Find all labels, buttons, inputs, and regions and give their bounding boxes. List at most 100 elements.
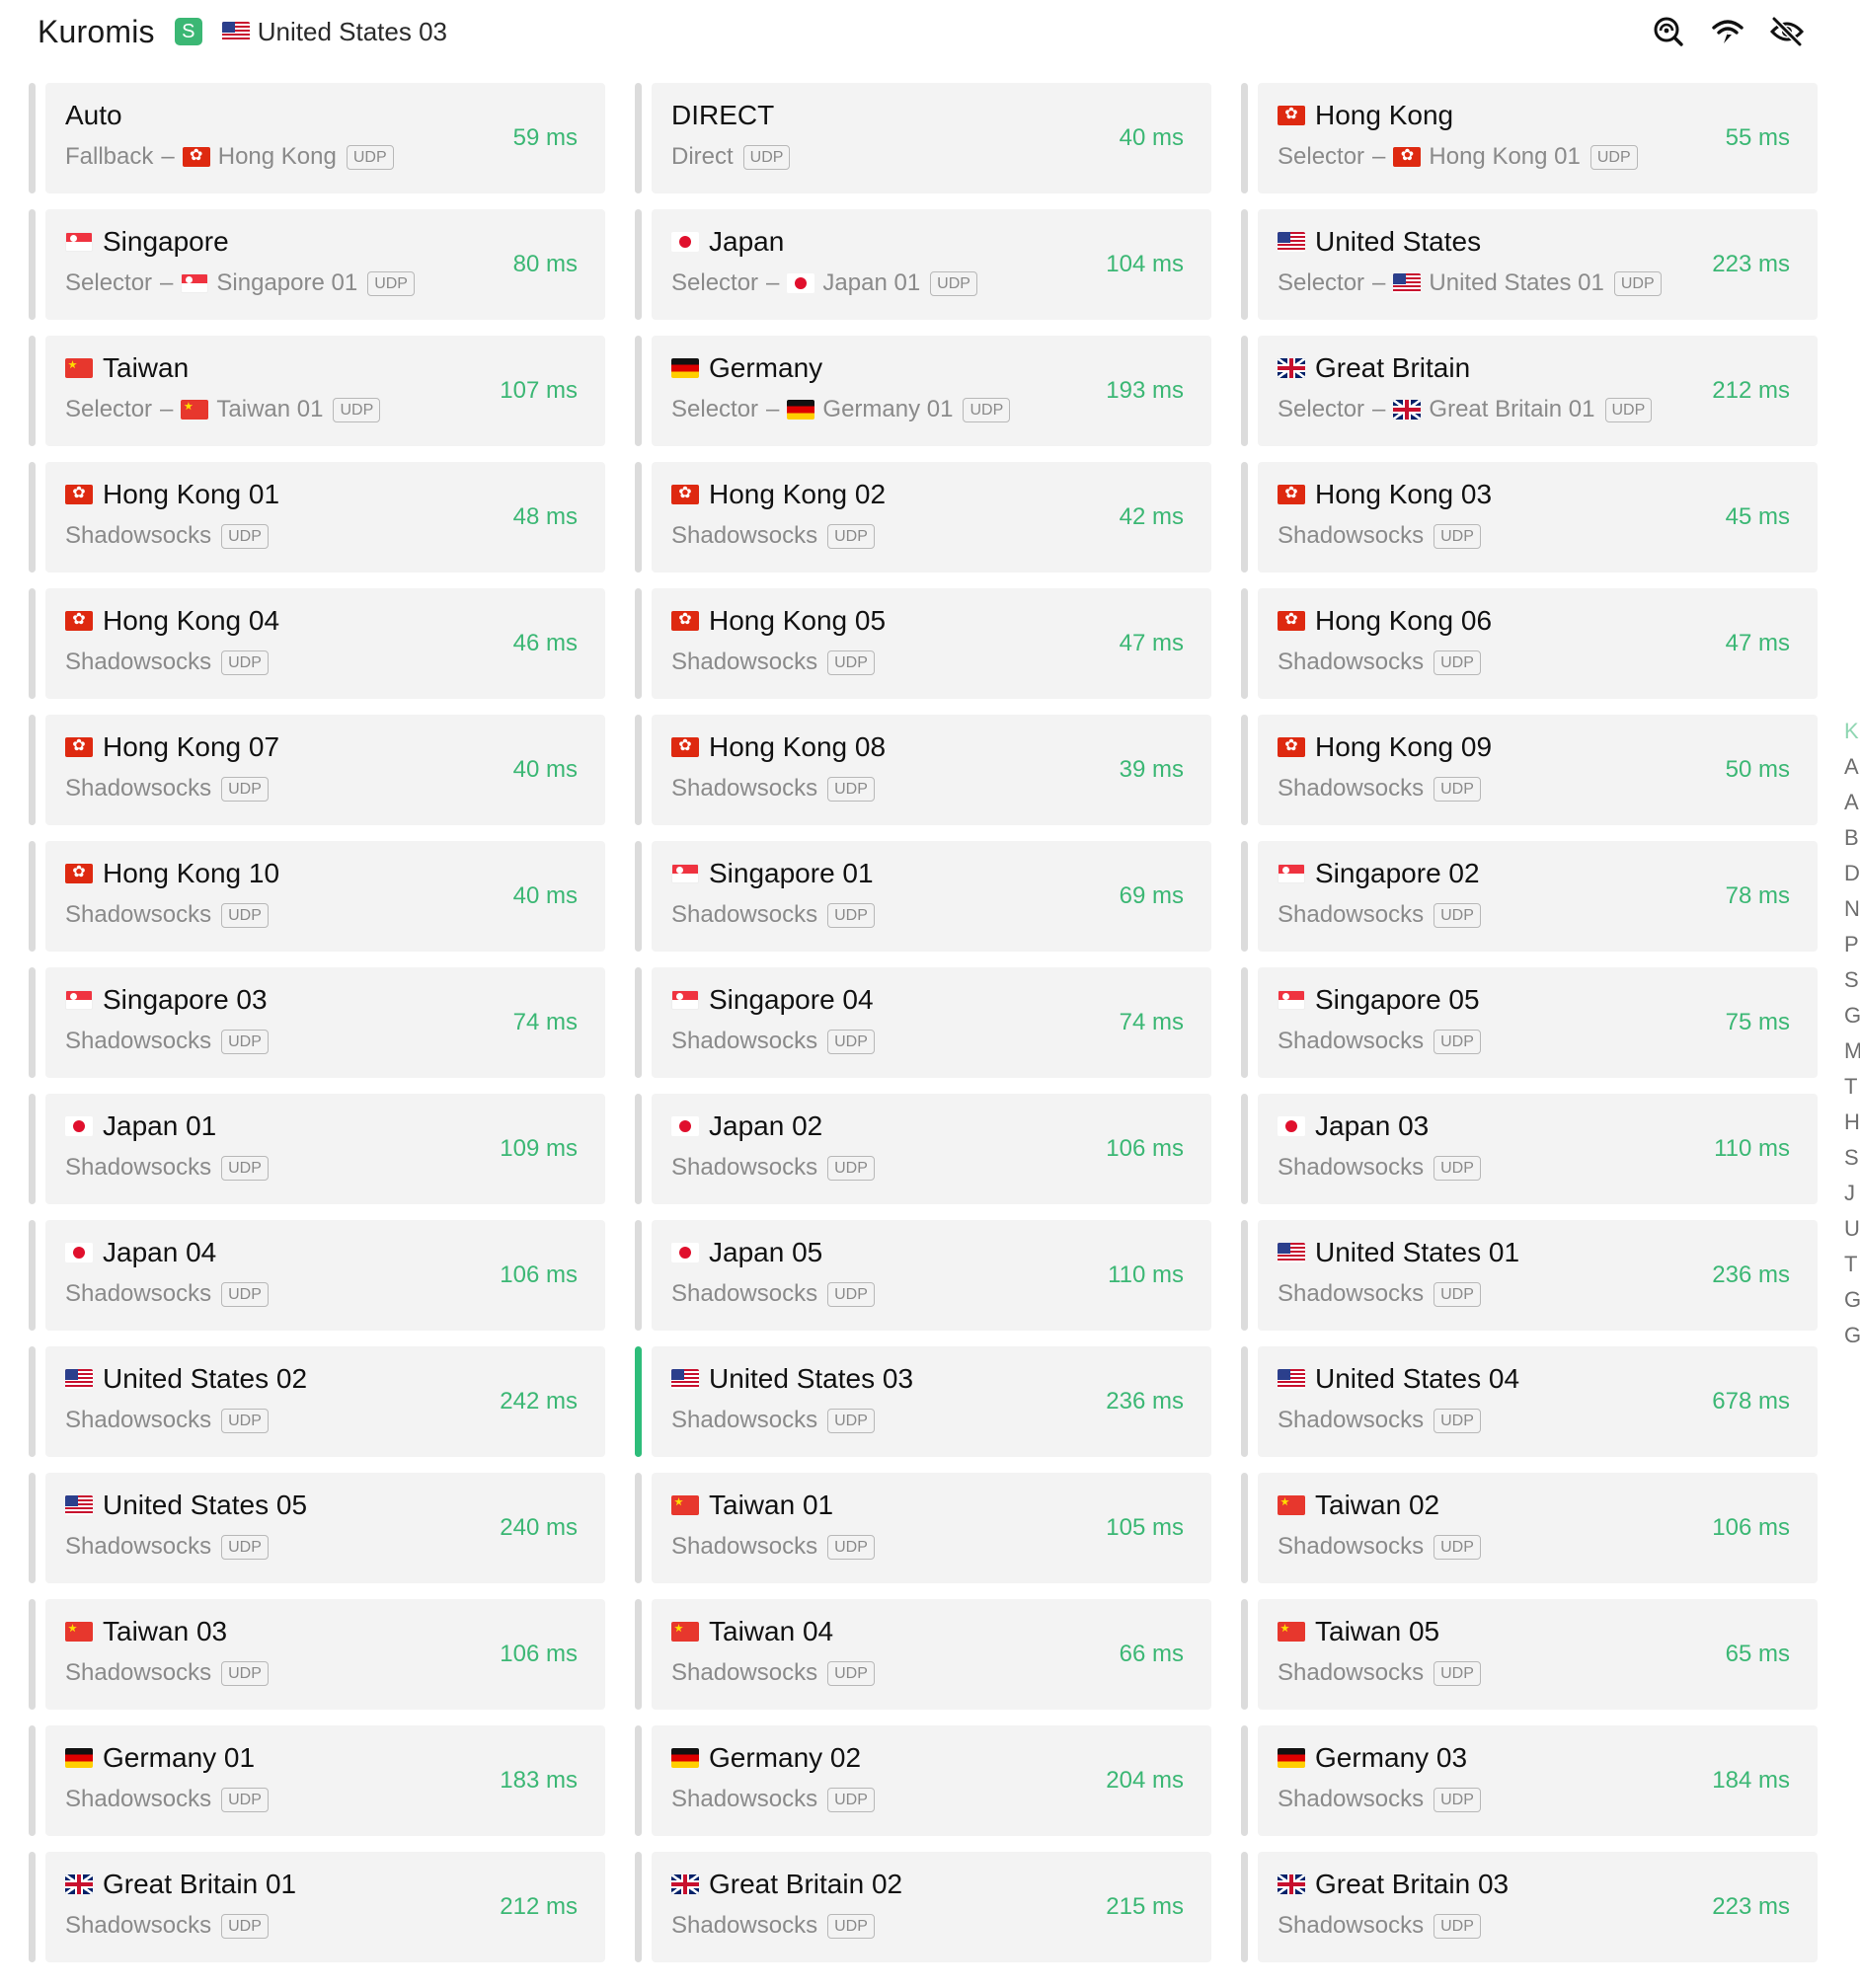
proxy-card[interactable]: Singapore 04 Shadowsocks UDP 74 ms	[635, 967, 1211, 1078]
latency-value[interactable]: 106 ms	[500, 1262, 578, 1288]
latency-value[interactable]: 105 ms	[1106, 1514, 1184, 1541]
proxy-card[interactable]: Taiwan 04 Shadowsocks UDP 66 ms	[635, 1599, 1211, 1710]
latency-value[interactable]: 75 ms	[1725, 1009, 1790, 1035]
proxy-card[interactable]: Taiwan 01 Shadowsocks UDP 105 ms	[635, 1473, 1211, 1583]
proxy-card[interactable]: Taiwan 03 Shadowsocks UDP 106 ms	[29, 1599, 605, 1710]
latency-value[interactable]: 65 ms	[1725, 1641, 1790, 1667]
latency-value[interactable]: 107 ms	[500, 377, 578, 404]
locate-proxy-button[interactable]	[1651, 14, 1686, 49]
latency-value[interactable]: 223 ms	[1712, 1893, 1790, 1920]
proxy-card[interactable]: Hong Kong 09 Shadowsocks UDP 50 ms	[1241, 715, 1818, 825]
proxy-card[interactable]: Great Britain 02 Shadowsocks UDP 215 ms	[635, 1852, 1211, 1962]
latency-value[interactable]: 240 ms	[500, 1514, 578, 1541]
proxy-card[interactable]: Singapore 05 Shadowsocks UDP 75 ms	[1241, 967, 1818, 1078]
proxy-card[interactable]: Taiwan 02 Shadowsocks UDP 106 ms	[1241, 1473, 1818, 1583]
latency-value[interactable]: 45 ms	[1725, 503, 1790, 530]
index-letter[interactable]: T	[1844, 1074, 1858, 1099]
latency-value[interactable]: 78 ms	[1725, 882, 1790, 909]
latency-value[interactable]: 110 ms	[1714, 1135, 1790, 1162]
proxy-card[interactable]: Japan 01 Shadowsocks UDP 109 ms	[29, 1094, 605, 1204]
index-letter[interactable]: A	[1844, 754, 1859, 779]
latency-value[interactable]: 50 ms	[1725, 756, 1790, 783]
proxy-card[interactable]: Germany 01 Shadowsocks UDP 183 ms	[29, 1725, 605, 1836]
latency-value[interactable]: 110 ms	[1108, 1262, 1184, 1288]
latency-value[interactable]: 66 ms	[1119, 1641, 1184, 1667]
index-letter[interactable]: S	[1844, 967, 1859, 992]
proxy-card[interactable]: Germany Selector – Germany 01 UDP 193 ms	[635, 336, 1211, 446]
index-letter[interactable]: P	[1844, 932, 1859, 956]
index-letter[interactable]: B	[1844, 825, 1859, 850]
latency-value[interactable]: 106 ms	[1106, 1135, 1184, 1162]
proxy-card[interactable]: United States Selector – United States 01 UD…	[1241, 209, 1818, 320]
latency-value[interactable]: 48 ms	[512, 503, 578, 530]
latency-value[interactable]: 74 ms	[512, 1009, 578, 1035]
latency-value[interactable]: 40 ms	[512, 756, 578, 783]
latency-value[interactable]: 59 ms	[512, 124, 578, 151]
index-letter[interactable]: G	[1844, 1323, 1860, 1347]
proxy-card[interactable]: Taiwan 05 Shadowsocks UDP 65 ms	[1241, 1599, 1818, 1710]
index-letter[interactable]: K	[1844, 719, 1859, 743]
latency-value[interactable]: 193 ms	[1106, 377, 1184, 404]
index-letter[interactable]: G	[1844, 1003, 1860, 1028]
latency-value[interactable]: 74 ms	[1119, 1009, 1184, 1035]
proxy-card[interactable]: United States 05 Shadowsocks UDP 240 ms	[29, 1473, 605, 1583]
latency-value[interactable]: 236 ms	[1106, 1388, 1184, 1415]
latency-value[interactable]: 104 ms	[1106, 251, 1184, 277]
proxy-card[interactable]: Great Britain 01 Shadowsocks UDP 212 ms	[29, 1852, 605, 1962]
index-letter[interactable]: U	[1844, 1216, 1860, 1241]
latency-value[interactable]: 46 ms	[512, 630, 578, 656]
index-letter[interactable]: T	[1844, 1252, 1858, 1276]
hide-unavailable-button[interactable]	[1769, 14, 1805, 49]
latency-value[interactable]: 236 ms	[1712, 1262, 1790, 1288]
index-letter[interactable]: M	[1844, 1038, 1860, 1063]
index-letter[interactable]: A	[1844, 790, 1859, 814]
proxy-card[interactable]: Singapore Selector – Singapore 01 UDP 80 ms	[29, 209, 605, 320]
test-latency-button[interactable]	[1710, 14, 1745, 49]
index-letter[interactable]: D	[1844, 861, 1860, 885]
latency-value[interactable]: 47 ms	[1119, 630, 1184, 656]
proxy-card[interactable]: Hong Kong 02 Shadowsocks UDP 42 ms	[635, 462, 1211, 573]
proxy-card[interactable]: Hong Kong 04 Shadowsocks UDP 46 ms	[29, 588, 605, 699]
proxy-card[interactable]: Hong Kong 10 Shadowsocks UDP 40 ms	[29, 841, 605, 952]
proxy-card[interactable]: Singapore 03 Shadowsocks UDP 74 ms	[29, 967, 605, 1078]
latency-value[interactable]: 106 ms	[500, 1641, 578, 1667]
index-letter[interactable]: S	[1844, 1145, 1859, 1170]
proxy-card[interactable]: Japan 02 Shadowsocks UDP 106 ms	[635, 1094, 1211, 1204]
latency-value[interactable]: 80 ms	[512, 251, 578, 277]
latency-value[interactable]: 212 ms	[500, 1893, 578, 1920]
latency-value[interactable]: 184 ms	[1712, 1767, 1790, 1794]
latency-value[interactable]: 39 ms	[1119, 756, 1184, 783]
proxy-card[interactable]: United States 03 Shadowsocks UDP 236 ms	[635, 1346, 1211, 1457]
proxy-card[interactable]: United States 02 Shadowsocks UDP 242 ms	[29, 1346, 605, 1457]
proxy-card[interactable]: Germany 02 Shadowsocks UDP 204 ms	[635, 1725, 1211, 1836]
latency-value[interactable]: 242 ms	[500, 1388, 578, 1415]
latency-value[interactable]: 106 ms	[1712, 1514, 1790, 1541]
latency-value[interactable]: 40 ms	[512, 882, 578, 909]
proxy-card[interactable]: Japan 05 Shadowsocks UDP 110 ms	[635, 1220, 1211, 1331]
proxy-card[interactable]: Japan 04 Shadowsocks UDP 106 ms	[29, 1220, 605, 1331]
latency-value[interactable]: 212 ms	[1712, 377, 1790, 404]
latency-value[interactable]: 109 ms	[500, 1135, 578, 1162]
index-letter[interactable]: G	[1844, 1287, 1860, 1312]
proxy-card[interactable]: Hong Kong 05 Shadowsocks UDP 47 ms	[635, 588, 1211, 699]
proxy-card[interactable]: Hong Kong 08 Shadowsocks UDP 39 ms	[635, 715, 1211, 825]
latency-value[interactable]: 47 ms	[1725, 630, 1790, 656]
latency-value[interactable]: 215 ms	[1106, 1893, 1184, 1920]
latency-value[interactable]: 678 ms	[1712, 1388, 1790, 1415]
index-letter[interactable]: J	[1844, 1181, 1855, 1205]
proxy-card[interactable]: Japan Selector – Japan 01 UDP 104 ms	[635, 209, 1211, 320]
proxy-card[interactable]: DIRECT Direct UDP 40 ms	[635, 83, 1211, 193]
proxy-card[interactable]: Great Britain 03 Shadowsocks UDP 223 ms	[1241, 1852, 1818, 1962]
latency-value[interactable]: 55 ms	[1725, 124, 1790, 151]
proxy-card[interactable]: Hong Kong 06 Shadowsocks UDP 47 ms	[1241, 588, 1818, 699]
latency-value[interactable]: 42 ms	[1119, 503, 1184, 530]
proxy-card[interactable]: Great Britain Selector – Great Britain 01 UD…	[1241, 336, 1818, 446]
proxy-card[interactable]: Germany 03 Shadowsocks UDP 184 ms	[1241, 1725, 1818, 1836]
proxy-card[interactable]: Singapore 02 Shadowsocks UDP 78 ms	[1241, 841, 1818, 952]
index-letter[interactable]: H	[1844, 1109, 1860, 1134]
proxy-card[interactable]: United States 04 Shadowsocks UDP 678 ms	[1241, 1346, 1818, 1457]
proxy-card[interactable]: Hong Kong 03 Shadowsocks UDP 45 ms	[1241, 462, 1818, 573]
proxy-card[interactable]: Singapore 01 Shadowsocks UDP 69 ms	[635, 841, 1211, 952]
index-letter[interactable]: N	[1844, 896, 1860, 921]
latency-value[interactable]: 183 ms	[500, 1767, 578, 1794]
